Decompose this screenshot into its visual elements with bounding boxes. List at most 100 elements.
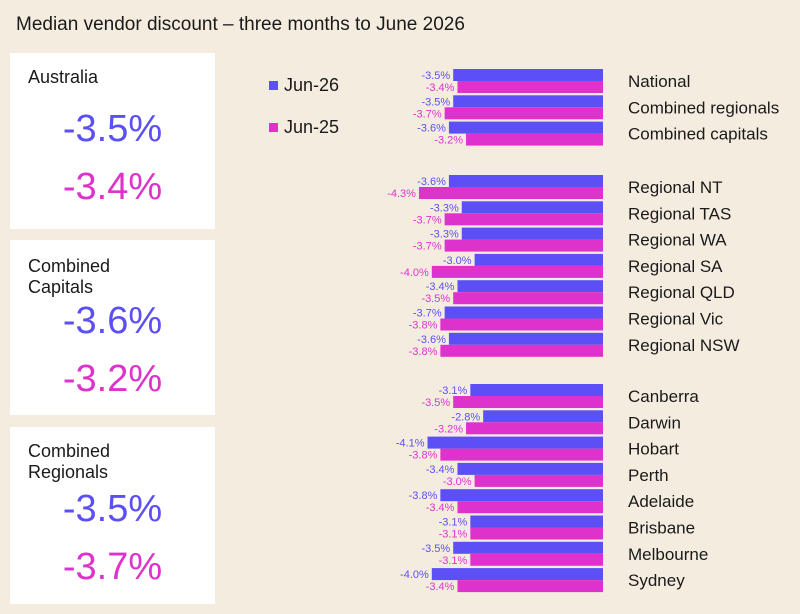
combined-capitals-jun26-value: -3.6% <box>62 300 163 342</box>
category-label-regional-vic: Regional Vic <box>628 310 724 329</box>
category-label-darwin: Darwin <box>628 413 681 432</box>
category-label-sydney: Sydney <box>628 571 685 590</box>
bar-jun25-regional-nt <box>418 187 603 199</box>
bar-jun26-melbourne <box>453 541 603 554</box>
bar-jun26-combined-regionals <box>453 95 603 108</box>
bar-jun26-brisbane <box>470 515 603 528</box>
category-label-regional-qld: Regional QLD <box>628 283 735 302</box>
category-label-hobart: Hobart <box>628 440 679 459</box>
value-label-jun26-regional-tas: -3.3% <box>430 202 459 214</box>
card-label-australia: Australia <box>28 67 99 87</box>
value-label-jun25-perth: -3.0% <box>443 476 472 488</box>
value-label-jun25-adelaide: -3.4% <box>426 502 455 514</box>
bar-jun25-adelaide <box>457 501 603 514</box>
legend-label-jun26: Jun-26 <box>284 75 340 95</box>
value-label-jun25-darwin: -3.2% <box>434 423 463 435</box>
category-label-canberra: Canberra <box>628 387 699 406</box>
bar-jun26-combined-capitals <box>448 121 603 134</box>
bar-jun25-regional-sa <box>431 265 603 278</box>
bar-jun25-brisbane <box>470 527 603 540</box>
bar-jun26-sydney <box>431 568 603 581</box>
category-label-regional-sa: Regional SA <box>628 257 723 276</box>
value-label-jun26-perth: -3.4% <box>426 464 455 476</box>
bar-jun25-regional-wa <box>444 239 603 252</box>
combined-regionals-jun25-value: -3.7% <box>62 546 163 588</box>
value-label-jun25-combined-regionals: -3.7% <box>413 108 442 120</box>
value-label-jun25-canberra: -3.5% <box>421 397 450 409</box>
category-label-perth: Perth <box>628 466 669 485</box>
bar-jun25-regional-nsw <box>440 344 603 357</box>
bar-jun26-regional-qld <box>457 280 603 293</box>
category-label-combined-regionals: Combined regionals <box>628 98 779 117</box>
bar-jun25-regional-tas <box>444 213 603 226</box>
value-label-jun26-adelaide: -3.8% <box>409 490 438 502</box>
bar-jun26-adelaide <box>440 489 603 502</box>
bar-jun26-hobart <box>427 436 603 449</box>
value-label-jun26-canberra: -3.1% <box>439 385 468 397</box>
combined-regionals-card: Combined Regionals -3.5% -3.7% <box>10 427 215 604</box>
bar-jun25-hobart <box>440 448 603 461</box>
value-label-jun26-darwin: -2.8% <box>451 411 480 423</box>
bar-jun25-combined-capitals <box>466 133 603 146</box>
value-label-jun26-regional-vic: -3.7% <box>413 308 442 320</box>
legend-swatch-jun26 <box>269 81 278 90</box>
card-label-combined-capitals: Combined Capitals <box>28 256 111 297</box>
category-label-regional-nsw: Regional NSW <box>628 336 740 355</box>
value-label-jun25-melbourne: -3.1% <box>439 555 468 567</box>
category-label-melbourne: Melbourne <box>628 545 708 564</box>
bar-jun25-combined-regionals <box>444 107 603 120</box>
combined-regionals-jun26-value: -3.5% <box>62 488 163 530</box>
bar-jun25-sydney <box>457 580 603 593</box>
value-label-jun26-combined-regionals: -3.5% <box>421 96 450 108</box>
value-label-jun26-regional-nt: -3.6% <box>417 176 446 188</box>
bar-jun26-perth <box>457 462 603 475</box>
value-label-jun26-regional-qld: -3.4% <box>426 281 455 293</box>
bar-jun25-perth <box>474 474 603 487</box>
category-label-adelaide: Adelaide <box>628 492 694 511</box>
bar-jun26-regional-sa <box>474 253 603 266</box>
value-label-jun26-combined-capitals: -3.6% <box>417 123 446 135</box>
bar-jun25-melbourne <box>470 553 603 566</box>
value-label-jun25-sydney: -3.4% <box>426 581 455 593</box>
bar-jun26-regional-nsw <box>448 332 603 345</box>
category-label-regional-nt: Regional NT <box>628 178 723 197</box>
bar-jun26-regional-vic <box>444 306 603 319</box>
value-label-jun25-regional-wa: -3.7% <box>413 241 442 253</box>
value-label-jun26-national: -3.5% <box>421 70 450 82</box>
card-label-combined-regionals: Combined Regionals <box>28 441 111 482</box>
bar-jun26-canberra <box>470 384 603 396</box>
category-label-national: National <box>628 72 690 91</box>
bar-jun25-national <box>457 81 603 93</box>
value-label-jun25-regional-sa: -4.0% <box>400 267 429 279</box>
combined-capitals-jun25-value: -3.2% <box>62 358 163 400</box>
value-label-jun25-brisbane: -3.1% <box>439 529 468 541</box>
value-label-jun25-combined-capitals: -3.2% <box>434 135 463 147</box>
value-label-jun25-regional-vic: -3.8% <box>409 320 438 332</box>
value-label-jun25-regional-qld: -3.5% <box>421 293 450 305</box>
value-label-jun25-regional-tas: -3.7% <box>413 214 442 226</box>
value-label-jun25-national: -3.4% <box>426 82 455 94</box>
value-label-jun25-hobart: -3.8% <box>409 450 438 462</box>
australia-jun25-value: -3.4% <box>62 166 163 208</box>
value-label-jun26-regional-nsw: -3.6% <box>417 334 446 346</box>
bar-jun25-regional-vic <box>440 318 603 331</box>
value-label-jun26-melbourne: -3.5% <box>421 543 450 555</box>
bar-jun26-regional-wa <box>461 227 603 240</box>
australia-card: Australia -3.5% -3.4% <box>10 53 215 229</box>
category-label-regional-tas: Regional TAS <box>628 204 731 223</box>
category-label-combined-capitals: Combined capitals <box>628 125 768 144</box>
bar-jun25-canberra <box>453 396 603 408</box>
value-label-jun26-hobart: -4.1% <box>396 438 425 450</box>
value-label-jun26-brisbane: -3.1% <box>439 517 468 529</box>
value-label-jun26-regional-wa: -3.3% <box>430 229 459 241</box>
legend-label-jun25: Jun-25 <box>284 117 340 137</box>
bar-jun26-regional-nt <box>448 175 603 187</box>
chart-title: Median vendor discount – three months to… <box>16 14 465 35</box>
value-label-jun26-regional-sa: -3.0% <box>443 255 472 267</box>
category-label-brisbane: Brisbane <box>628 519 695 538</box>
value-label-jun25-regional-nsw: -3.8% <box>409 346 438 358</box>
category-label-regional-wa: Regional WA <box>628 231 727 250</box>
bar-jun26-regional-tas <box>461 201 603 214</box>
bar-jun25-regional-qld <box>453 292 603 305</box>
